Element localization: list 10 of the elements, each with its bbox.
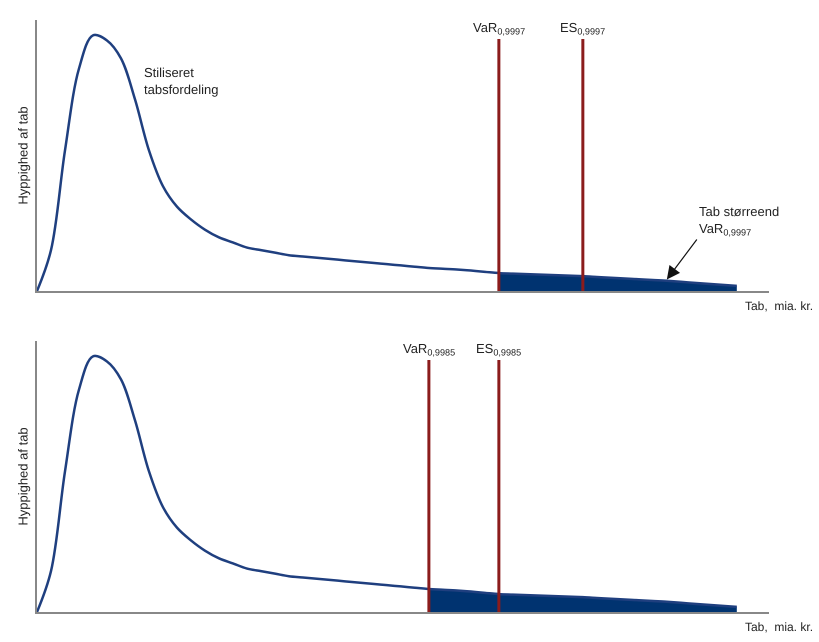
annotation: ES$_{0,9997}$ xyxy=(560,20,606,37)
annotation: Tab størreend VaR$_{0,9997}$ xyxy=(699,204,780,238)
y-axis-title: Hyppighed af tab xyxy=(16,106,31,205)
annotation: VaR$_{0,9985}$ xyxy=(403,341,456,358)
x-axis-title: Tab, mia. kr. xyxy=(745,299,814,313)
x-axis-title: Tab, mia. kr. xyxy=(745,620,814,634)
annotation: ES$_{0,9985}$ xyxy=(476,341,522,358)
annotation: Stiliseret tabsfordeling xyxy=(144,65,218,97)
y-axis-title: Hyppighed af tab xyxy=(16,427,31,526)
annotation: VaR$_{0,9997}$ xyxy=(473,20,526,37)
